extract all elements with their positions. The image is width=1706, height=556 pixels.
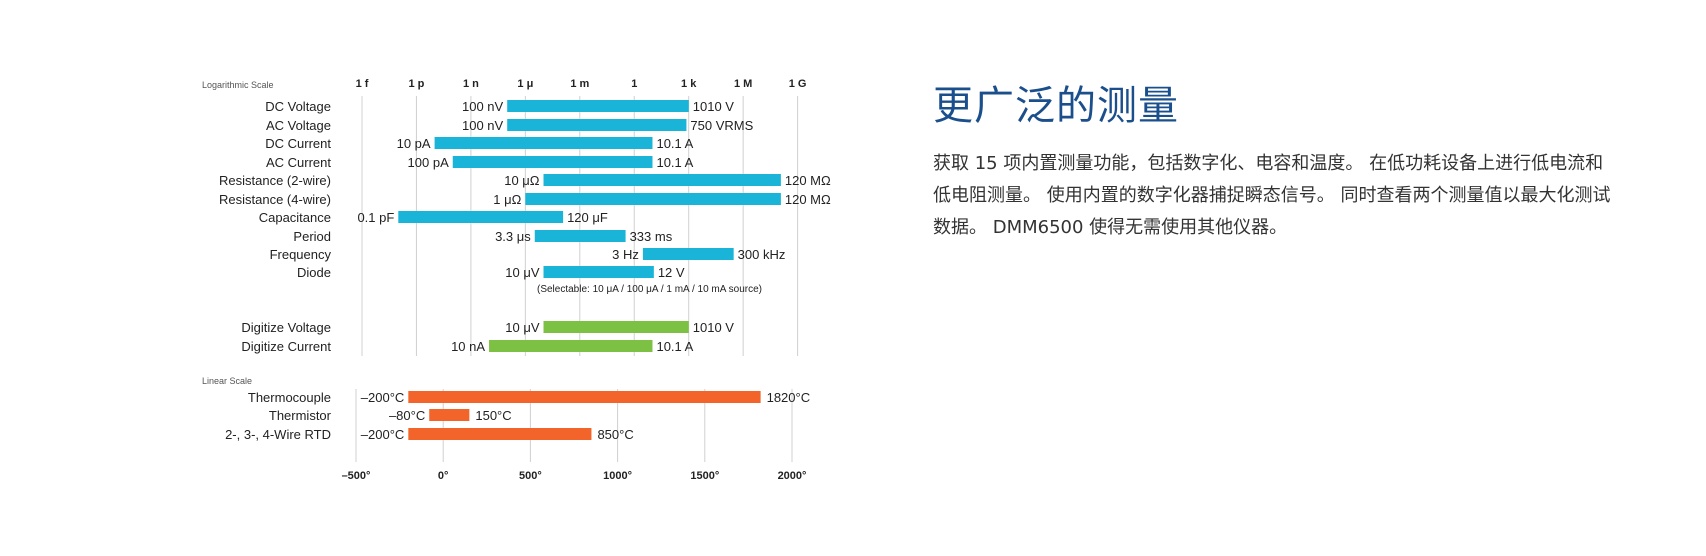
range-min-label: 1 μΩ [493,192,521,207]
range-max-label: 120 MΩ [785,192,831,207]
measurement-range-chart: Logarithmic Scale 1 f 1 p 1 n 1 μ 1 m 1 1 k 1 M 1… [202,78,831,482]
row-label: Digitize Current [241,339,331,354]
linear-tick-label: 2000° [778,470,807,482]
log-tick-label: 1 [631,78,637,90]
row-label: 2-, 3-, 4-Wire RTD [225,427,331,442]
range-max-label: 120 MΩ [785,173,831,188]
range-min-label: 100 nV [462,99,504,114]
range-max-label: 333 ms [630,229,673,244]
range-bar [543,321,689,333]
range-max-label: 150°C [475,408,511,423]
range-bar [408,428,592,440]
row-label: Diode [297,265,331,280]
linear-tick-label: 500° [519,470,542,482]
range-min-label: 10 μV [505,320,540,335]
log-tick-label: 1 m [570,78,589,90]
linear-scale-label: Linear Scale [202,376,252,386]
range-max-label: 1820°C [767,390,811,405]
range-min-label: 3.3 μs [495,229,531,244]
log-tick-label: 1 n [463,78,479,90]
range-bar [507,100,689,112]
log-tick-label: 1 M [734,78,752,90]
linear-tick-label: 1500° [690,470,719,482]
range-bar [489,340,653,352]
range-max-label: 10.1 A [656,136,693,151]
range-min-label: 10 pA [397,136,431,151]
range-max-label: 120 μF [567,210,608,225]
log-tick-label: 1 p [408,78,424,90]
range-max-label: 12 V [658,265,685,280]
range-max-label: 750 VRMS [690,118,753,133]
range-min-label: –80°C [389,408,425,423]
row-label: DC Voltage [265,99,331,114]
log-tick-label: 1 f [356,78,369,90]
range-max-label: 300 kHz [738,247,786,262]
row-label: DC Current [265,136,331,151]
range-min-label: 100 nV [462,118,504,133]
range-bar [543,266,654,278]
row-label: Resistance (4-wire) [219,192,331,207]
range-min-label: 3 Hz [612,247,639,262]
range-chart-svg: Logarithmic Scale 1 f 1 p 1 n 1 μ 1 m 1 1 k 1 M 1… [202,78,831,482]
range-bar [429,409,470,421]
row-label: Thermistor [269,408,332,423]
log-tick-label: 1 μ [517,78,533,90]
linear-tick-label: –500° [342,470,371,482]
range-min-label: 0.1 pF [357,210,394,225]
range-bar [408,391,761,403]
range-min-label: 100 pA [408,155,450,170]
range-max-label: 10.1 A [656,155,693,170]
range-bar [525,193,781,205]
range-bar [452,156,653,168]
row-label: Frequency [270,247,332,262]
log-tick-label: 1 k [681,78,697,90]
row-label: Capacitance [259,210,331,225]
range-min-label: –200°C [361,427,405,442]
feature-description-text: 获取 15 项内置测量功能，包括数字化、电容和温度。 在低功耗设备上进行低电流和… [933,153,1611,238]
row-label: AC Current [266,155,331,170]
range-max-label: 1010 V [693,320,735,335]
log-tick-label: 1 G [789,78,807,90]
feature-description: 更广泛的测量 获取 15 项内置测量功能，包括数字化、电容和温度。 在低功耗设备… [933,80,1623,244]
range-min-label: 10 nA [451,339,485,354]
range-bar [543,174,781,186]
linear-tick-label: 1000° [603,470,632,482]
row-label: AC Voltage [266,118,331,133]
range-min-label: 10 μΩ [504,173,540,188]
diode-note: (Selectable: 10 μA / 100 μA / 1 mA / 10 … [537,284,762,295]
range-bar [398,211,564,223]
range-min-label: 10 μV [505,265,540,280]
range-max-label: 10.1 A [656,339,693,354]
linear-tick-label: 0° [438,470,449,482]
row-label: Resistance (2-wire) [219,173,331,188]
row-label: Period [293,229,331,244]
log-scale-label: Logarithmic Scale [202,80,274,90]
range-bar [434,137,653,149]
feature-title: 更广泛的测量 [933,83,1179,129]
range-max-label: 1010 V [693,99,735,114]
range-bar [642,248,734,260]
range-bar [507,119,687,131]
row-label: Digitize Voltage [241,320,331,335]
range-bar [534,230,626,242]
range-max-label: 850°C [597,427,633,442]
range-min-label: –200°C [361,390,405,405]
row-label: Thermocouple [248,390,331,405]
